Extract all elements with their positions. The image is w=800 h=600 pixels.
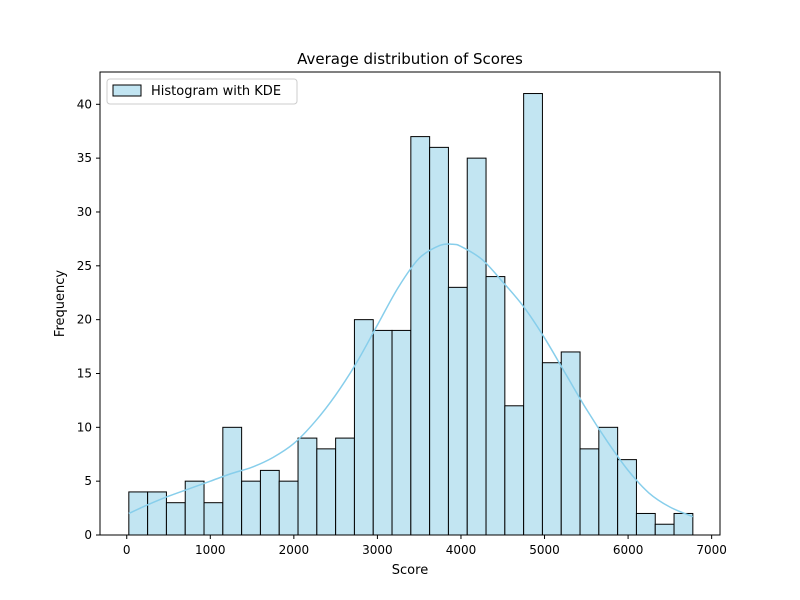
x-axis-ticks: 0 1000 2000 3000 4000 5000 6000 7000	[123, 535, 727, 557]
histogram-bar	[353, 319, 374, 536]
histogram-bar	[673, 512, 694, 536]
histogram-bar	[617, 459, 637, 536]
x-tick-label: 2000	[279, 543, 310, 557]
y-axis-label: Frequency	[53, 270, 68, 337]
x-tick-label: 6000	[613, 543, 644, 557]
histogram-bars	[128, 93, 694, 536]
histogram-bar	[316, 448, 337, 536]
histogram-bar	[541, 362, 562, 536]
histogram-bar	[128, 491, 149, 536]
x-tick-label: 0	[123, 543, 131, 557]
y-tick-label: 40	[77, 97, 92, 111]
histogram-bar	[579, 448, 600, 536]
y-tick-label: 0	[84, 528, 92, 542]
histogram-bar	[259, 469, 280, 536]
histogram-bar	[297, 437, 318, 536]
plot-frame	[99, 71, 721, 536]
histogram-bar	[447, 286, 468, 536]
kde-layer	[128, 243, 694, 518]
histogram-bar	[241, 480, 261, 536]
histogram-bar	[335, 437, 355, 536]
x-axis-label: Score	[392, 563, 428, 578]
histogram-bar	[560, 351, 581, 536]
x-tick-label: 5000	[529, 543, 560, 557]
histogram-bar	[222, 426, 243, 536]
histogram-bar	[654, 523, 675, 536]
histogram-bar	[504, 405, 525, 536]
x-tick-label: 3000	[362, 543, 393, 557]
y-tick-label: 5	[84, 474, 92, 488]
histogram-bar	[429, 146, 449, 536]
legend-label: Histogram with KDE	[151, 84, 281, 99]
histogram-bar	[391, 329, 412, 536]
x-tick-label: 1000	[195, 543, 226, 557]
kde-curve	[128, 243, 694, 518]
histogram-bar	[466, 157, 487, 536]
y-axis-ticks: 0 5 10 15 20 25 30 35 40	[77, 97, 100, 542]
x-tick-label: 4000	[446, 543, 477, 557]
histogram-bar	[372, 329, 393, 536]
histogram-bar	[278, 480, 299, 536]
histogram-bar	[410, 136, 431, 536]
y-tick-label: 10	[77, 420, 92, 434]
y-tick-label: 30	[77, 205, 92, 219]
chart-title: Average distribution of Scores	[297, 50, 523, 68]
legend-box	[106, 78, 298, 105]
legend-swatch	[112, 84, 142, 97]
y-tick-label: 15	[77, 366, 92, 380]
histogram-bar	[165, 502, 186, 536]
histogram-bar	[635, 512, 656, 536]
histogram-bar	[523, 93, 543, 536]
legend: Histogram with KDE	[106, 78, 298, 105]
y-tick-label: 35	[77, 151, 92, 165]
y-tick-label: 25	[77, 259, 92, 273]
histogram-bar	[485, 276, 506, 536]
histogram-bar	[203, 502, 224, 536]
y-tick-label: 20	[77, 313, 92, 327]
x-tick-label: 7000	[696, 543, 727, 557]
